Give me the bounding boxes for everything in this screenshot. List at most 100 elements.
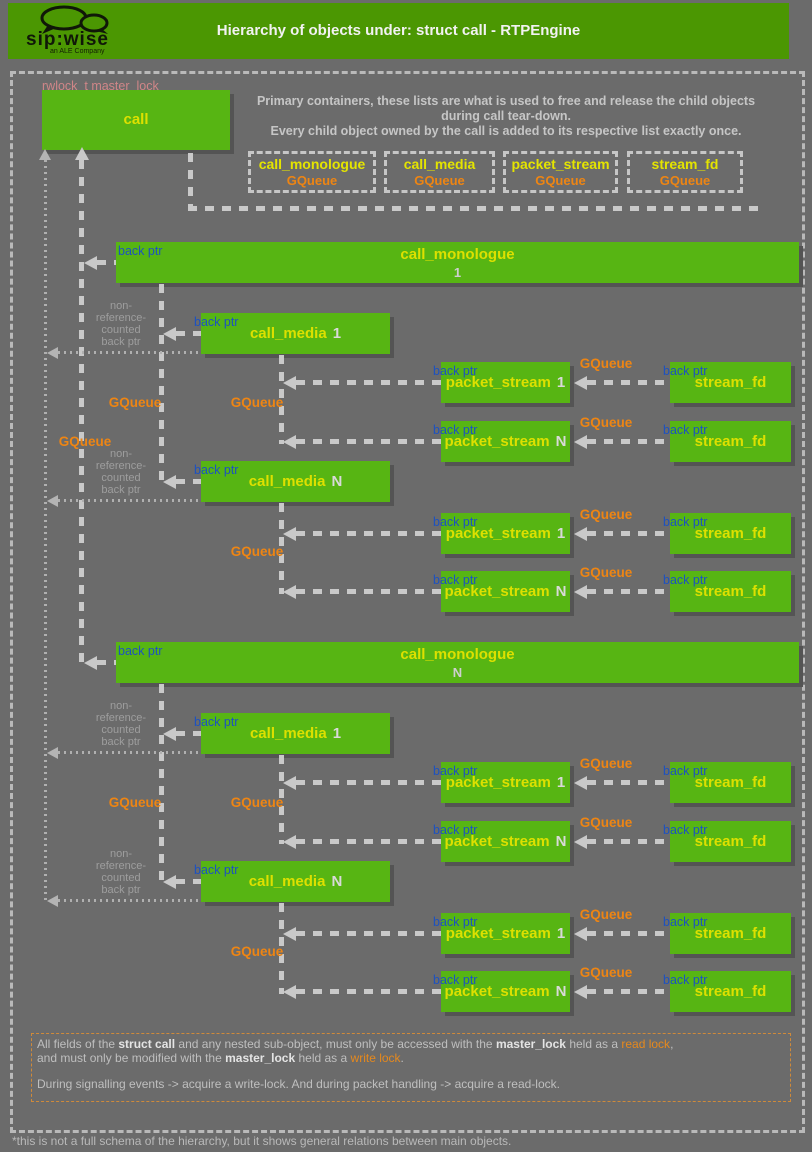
packet-stream-1-box: packet_stream 1 [441, 762, 570, 803]
non-ref-back-ptr-arrow [47, 894, 201, 907]
box-title: packet_stream [444, 983, 550, 1000]
lock-legend: All fields of the struct call and any ne… [31, 1033, 791, 1102]
call-to-containers-line [188, 153, 193, 208]
back-ptr-arrow [283, 526, 441, 541]
call-box-label: call [123, 111, 149, 128]
back-ptr-arrow [163, 726, 201, 741]
box-index: N [555, 433, 567, 450]
box-title: stream_fd [694, 774, 767, 791]
intro-text: Primary containers, these lists are what… [250, 94, 762, 139]
call-monologue-n-box: call_monologue N [116, 642, 799, 683]
container-type: GQueue [659, 173, 711, 188]
back-ptr-label: back ptr [433, 915, 478, 929]
back-ptr-arrow [163, 874, 201, 889]
stream-fd-box: stream_fd [670, 362, 791, 403]
back-ptr-label: back ptr [663, 515, 708, 529]
back-ptr-label: back ptr [663, 973, 708, 987]
box-title: packet_stream [445, 925, 551, 942]
stream-fd-box: stream_fd [670, 821, 791, 862]
back-ptr-label: back ptr [433, 573, 478, 587]
box-index: 1 [556, 525, 566, 542]
call-media-n-box: call_media N [201, 861, 390, 902]
gqueue-label: GQueue [579, 356, 633, 371]
packet-stream-gqueue-spine [279, 903, 284, 994]
back-ptr-label: back ptr [663, 423, 708, 437]
logo-text: sip:wise [26, 29, 109, 50]
gqueue-label: GQueue [58, 434, 112, 449]
container-stream-fd-gqueue: stream_fd GQueue [627, 151, 743, 193]
packet-stream-n-box: packet_stream N [441, 971, 570, 1012]
intro-line-1: Primary containers, these lists are what… [256, 94, 756, 108]
back-ptr-arrow [574, 775, 670, 790]
stream-fd-box: stream_fd [670, 513, 791, 554]
container-name: packet_stream [511, 156, 610, 172]
back-ptr-arrow [283, 834, 441, 849]
packet-stream-n-box: packet_stream N [441, 821, 570, 862]
packet-stream-n-box: packet_stream N [441, 421, 570, 462]
back-ptr-arrow [84, 255, 116, 270]
back-ptr-arrow [283, 434, 441, 449]
call-media-1-box: call_media 1 [201, 313, 390, 354]
box-title: packet_stream [444, 833, 550, 850]
gqueue-label: GQueue [579, 907, 633, 922]
non-ref-back-ptr-arrow [47, 746, 201, 759]
back-ptr-arrow [574, 834, 670, 849]
box-title: stream_fd [694, 374, 767, 391]
non-ref-back-ptr-arrow [47, 494, 201, 507]
back-ptr-label: back ptr [433, 973, 478, 987]
back-ptr-arrow [574, 526, 670, 541]
gqueue-label: GQueue [579, 756, 633, 771]
box-title: packet_stream [445, 774, 551, 791]
back-ptr-arrow [163, 474, 201, 489]
box-title: stream_fd [694, 525, 767, 542]
back-ptr-label: back ptr [663, 764, 708, 778]
back-ptr-label: back ptr [118, 644, 163, 658]
container-packet-stream-gqueue: packet_stream GQueue [503, 151, 618, 193]
gqueue-label: GQueue [230, 795, 284, 810]
sipwise-logo: sip:wise an ALE Company [22, 5, 142, 59]
back-ptr-label: back ptr [433, 364, 478, 378]
back-ptr-arrow [574, 984, 670, 999]
stream-fd-box: stream_fd [670, 971, 791, 1012]
back-ptr-label: back ptr [433, 764, 478, 778]
gqueue-label: GQueue [230, 544, 284, 559]
non-ref-label: non-reference- counted back ptr [95, 848, 147, 896]
call-media-n-box: call_media N [201, 461, 390, 502]
back-ptr-label: back ptr [663, 364, 708, 378]
media-gqueue-spine [159, 284, 164, 483]
diagram-frame [10, 71, 805, 1133]
non-ref-label: non-reference- counted back ptr [95, 700, 147, 748]
box-index: N [555, 833, 567, 850]
call-monologue-1-box: call_monologue 1 [116, 242, 799, 283]
stream-fd-box: stream_fd [670, 571, 791, 612]
box-title: call_media [248, 873, 326, 890]
back-ptr-arrow [283, 775, 441, 790]
packet-stream-gqueue-spine [279, 503, 284, 594]
back-ptr-label: back ptr [663, 573, 708, 587]
packet-stream-1-box: packet_stream 1 [441, 913, 570, 954]
box-title: packet_stream [444, 433, 550, 450]
non-ref-back-ptr-arrow [47, 346, 201, 359]
box-title: packet_stream [444, 583, 550, 600]
master-lock-label: rwlock_t master_lock [42, 79, 159, 93]
container-name: call_monologue [258, 156, 366, 172]
containers-underline [188, 206, 758, 211]
box-index: N [331, 873, 343, 890]
logo-subtext: an ALE Company [50, 48, 105, 55]
gqueue-label: GQueue [230, 944, 284, 959]
box-index: N [555, 983, 567, 1000]
container-call-media-gqueue: call_media GQueue [384, 151, 495, 193]
container-name: stream_fd [651, 156, 719, 172]
legend-line-3: During signalling events -> acquire a wr… [37, 1077, 560, 1091]
box-title: call_media [249, 325, 327, 342]
back-ptr-arrow [574, 375, 670, 390]
media-gqueue-spine [159, 684, 164, 883]
back-ptr-arrow [283, 375, 441, 390]
box-index: N [555, 583, 567, 600]
packet-stream-1-box: packet_stream 1 [441, 362, 570, 403]
gqueue-label: GQueue [108, 795, 162, 810]
gqueue-label: GQueue [108, 395, 162, 410]
back-ptr-arrow [283, 984, 441, 999]
gqueue-label: GQueue [230, 395, 284, 410]
back-ptr-arrow [283, 926, 441, 941]
